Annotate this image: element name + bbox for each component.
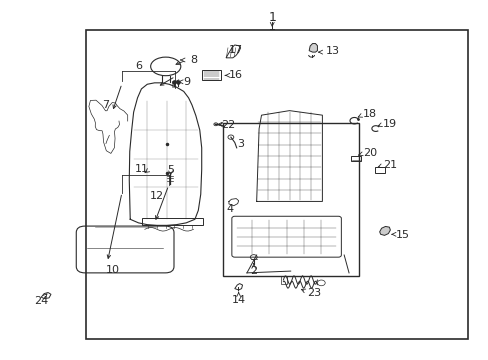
Text: 22: 22 — [221, 120, 235, 130]
Text: 14: 14 — [231, 295, 245, 305]
Text: 15: 15 — [395, 230, 409, 240]
Text: 6: 6 — [135, 61, 142, 71]
Bar — [172, 81, 175, 87]
Text: 8: 8 — [189, 55, 197, 65]
Bar — [86, 30, 467, 339]
Text: 4: 4 — [226, 204, 233, 214]
Bar — [222, 123, 358, 276]
Text: 7: 7 — [102, 100, 109, 110]
Bar — [142, 218, 203, 225]
Text: 3: 3 — [237, 139, 244, 149]
Text: 9: 9 — [183, 77, 190, 87]
Text: 5: 5 — [167, 165, 174, 175]
Text: 2: 2 — [250, 266, 257, 276]
Polygon shape — [379, 226, 389, 235]
Text: 10: 10 — [105, 265, 120, 275]
Text: 12: 12 — [150, 191, 163, 201]
Text: 11: 11 — [134, 164, 148, 174]
Text: 20: 20 — [362, 148, 376, 158]
Bar — [202, 70, 220, 80]
Bar — [374, 167, 384, 173]
Text: 24: 24 — [34, 296, 48, 306]
Text: 16: 16 — [228, 70, 242, 80]
Text: 17: 17 — [228, 45, 243, 55]
Bar — [281, 276, 287, 284]
Text: 19: 19 — [383, 118, 397, 129]
Polygon shape — [308, 44, 317, 52]
Bar — [351, 156, 361, 161]
Text: 18: 18 — [362, 109, 376, 119]
Text: 1: 1 — [268, 11, 276, 24]
Text: 13: 13 — [325, 46, 339, 56]
Text: 21: 21 — [383, 159, 397, 170]
Text: 23: 23 — [307, 288, 321, 298]
